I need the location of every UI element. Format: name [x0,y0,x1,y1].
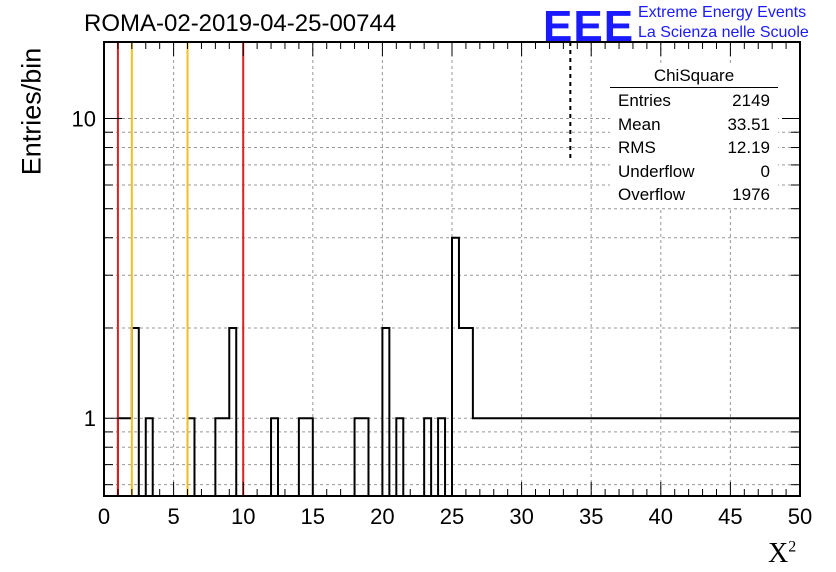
y-tick-label: 10 [72,107,96,132]
chart-title: ROMA-02-2019-04-25-00744 [84,10,397,37]
stats-row-rms: RMS 12.19 [618,138,770,157]
x-tick-label: 35 [579,504,603,529]
y-axis-label: Entries/bin [16,47,47,176]
histogram-series [104,236,801,497]
x-tick-label: 25 [440,504,464,529]
logo-line-2: La Scienza nelle Scuole [638,24,809,41]
stats-title: ChiSquare [610,66,778,88]
stats-row-overflow: Overflow 1976 [618,185,770,204]
x-tick-label: 5 [167,504,179,529]
x-tick-label: 20 [370,504,394,529]
x-tick-label: 30 [509,504,533,529]
eee-logo: EEE [543,2,635,51]
x-tick-label: 10 [231,504,255,529]
y-tick-label: 1 [84,406,96,431]
x-tick-label: 50 [788,504,812,529]
x-tick-label: 40 [649,504,673,529]
x-tick-label: 45 [718,504,742,529]
stats-row-entries: Entries 2149 [618,91,770,110]
x-tick-label: 15 [301,504,325,529]
x-tick-label: 0 [98,504,110,529]
stats-row-mean: Mean 33.51 [618,114,770,134]
stats-row-underflow: Underflow 0 [618,161,770,181]
stats-box: ChiSquare Entries 2149 Mean 33.51 RMS 12.19… [610,66,778,207]
logo-line-1: Extreme Energy Events [638,4,807,21]
x-axis-label: X2 [768,538,797,569]
